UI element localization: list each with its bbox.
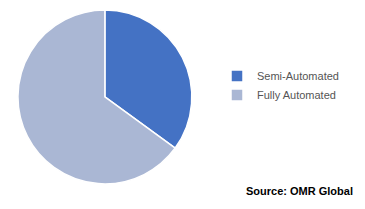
svg-text:Semi-Automated: Semi-Automated — [257, 70, 339, 82]
svg-text:Fully Automated: Fully Automated — [257, 89, 336, 101]
svg-text:Source: OMR Global: Source: OMR Global — [246, 185, 353, 197]
